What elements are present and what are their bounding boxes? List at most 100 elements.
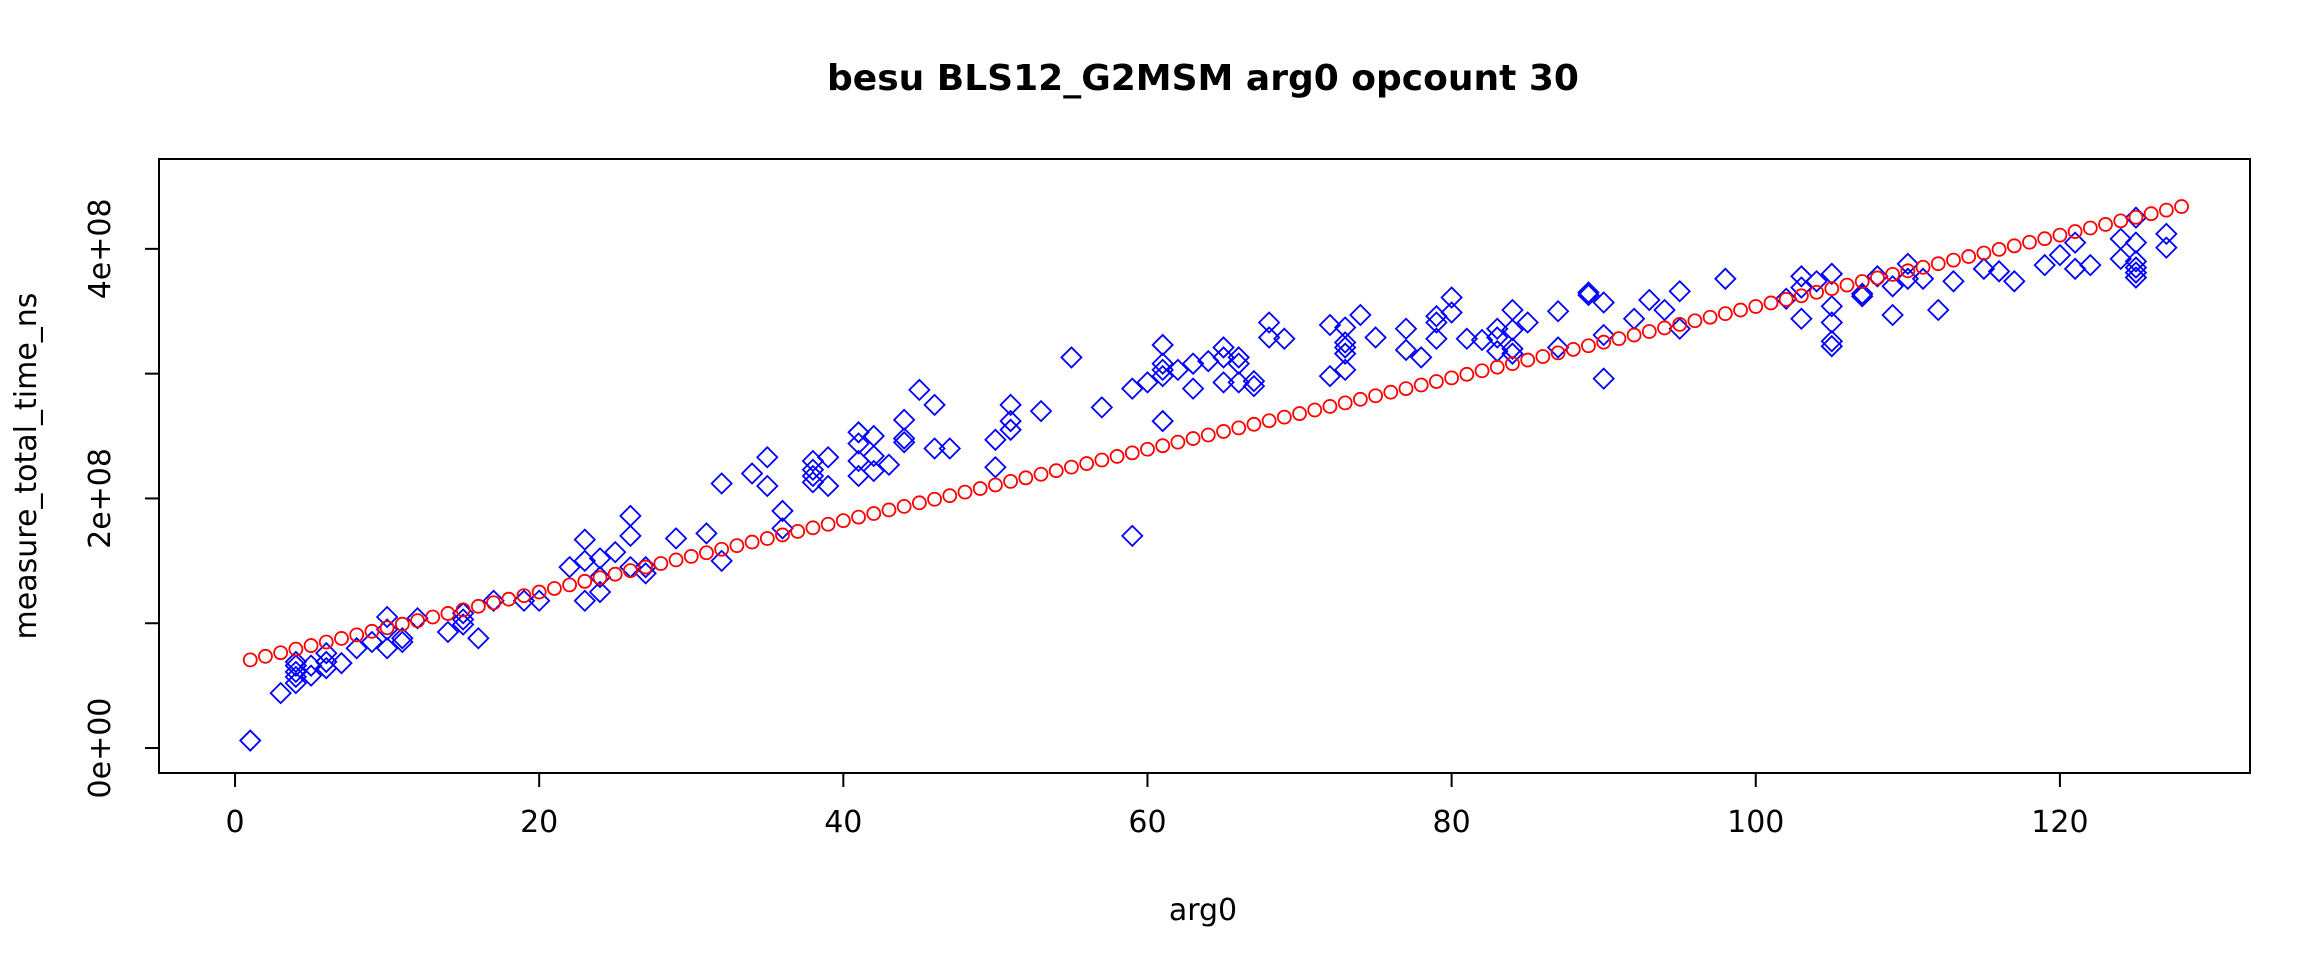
- fitted-point: [562, 577, 577, 593]
- fitted-point: [1033, 466, 1049, 482]
- x-tick-label: 120: [2031, 805, 2088, 840]
- observed-point: [1866, 265, 1889, 288]
- observed-point: [1212, 336, 1235, 359]
- fitted-point: [1520, 352, 1536, 368]
- observed-point: [801, 458, 825, 482]
- fitted-point: [942, 488, 958, 504]
- fitted-point: [2098, 217, 2113, 232]
- fitted-point: [501, 591, 517, 607]
- x-axis: 0 20 40 60 80 100 120: [225, 772, 2089, 840]
- observed-point: [527, 589, 551, 613]
- observed-point: [2033, 253, 2056, 277]
- observed-point: [2124, 231, 2148, 254]
- observed-point: [984, 455, 1007, 479]
- observed-point: [360, 630, 384, 654]
- observed-point: [908, 378, 931, 402]
- fitted-point: [334, 631, 349, 646]
- observed-point: [1333, 336, 1357, 359]
- observed-point: [451, 613, 475, 636]
- fitted-point: [318, 634, 334, 650]
- fitted-point: [683, 548, 699, 564]
- fitted-point: [1717, 306, 1733, 322]
- fitted-point: [1657, 320, 1672, 336]
- observed-point: [1181, 377, 1205, 400]
- plot-frame: [158, 158, 2251, 774]
- observed-point: [1029, 399, 1053, 423]
- observed-point: [2063, 257, 2087, 281]
- fitted-point: [2113, 213, 2129, 229]
- fitted-point: [288, 641, 304, 657]
- observed-point: [1714, 267, 1737, 291]
- observed-point: [1790, 307, 1813, 331]
- observed-point: [1820, 262, 1844, 286]
- fitted-series: [242, 199, 2189, 668]
- observed-point: [1485, 326, 1509, 349]
- observed-point: [1926, 298, 1950, 322]
- observed-point: [1151, 409, 1174, 433]
- observed-point: [269, 681, 292, 705]
- fitted-point: [1702, 309, 1718, 325]
- fitted-point: [577, 573, 593, 589]
- observed-point: [1455, 327, 1479, 350]
- fitted-point: [2174, 199, 2189, 214]
- observed-point: [238, 729, 262, 752]
- observed-point: [299, 664, 323, 687]
- observed-point: [1546, 299, 1570, 323]
- fitted-point: [911, 495, 927, 511]
- fitted-point: [1322, 399, 1338, 414]
- fitted-point: [410, 613, 425, 628]
- fitted-point: [851, 509, 866, 525]
- observed-point: [467, 626, 490, 650]
- observed-point: [1485, 317, 1509, 340]
- y-tick-label: 0e+00: [83, 698, 118, 799]
- observed-point: [619, 524, 642, 548]
- observed-point: [999, 418, 1022, 442]
- fitted-point: [1398, 381, 1414, 397]
- observed-point: [771, 499, 794, 523]
- fitted-point: [775, 527, 790, 543]
- fitted-point: [714, 541, 730, 557]
- observed-point: [2124, 250, 2148, 273]
- observed-point: [1394, 317, 1418, 340]
- fitted-point: [1094, 452, 1110, 468]
- x-tick-label: 40: [824, 805, 862, 840]
- fitted-point: [1231, 420, 1247, 436]
- observed-point: [1425, 304, 1448, 328]
- observed-point: [1151, 352, 1174, 375]
- fitted-point: [470, 598, 486, 614]
- observed-point: [938, 437, 962, 460]
- observed-point: [1394, 338, 1418, 362]
- observed-point: [1668, 280, 1692, 303]
- fitted-point: [1535, 349, 1551, 364]
- observed-point: [1546, 336, 1570, 359]
- fitted-point: [729, 538, 745, 554]
- fitted-point: [1809, 284, 1824, 300]
- observed-point: [634, 555, 657, 579]
- observed-point: [1850, 282, 1874, 306]
- fitted-point: [1641, 324, 1657, 339]
- fitted-point: [394, 616, 410, 632]
- fitted-point: [1839, 277, 1855, 293]
- observed-point: [1242, 369, 1266, 393]
- fitted-point: [1429, 374, 1444, 389]
- observed-point: [2124, 261, 2148, 284]
- fitted-point: [1352, 391, 1368, 407]
- fitted-point: [638, 559, 654, 575]
- observed-point: [1425, 327, 1448, 350]
- observed-point: [740, 462, 764, 485]
- fitted-point: [2037, 231, 2053, 247]
- observed-point: [1638, 288, 1661, 312]
- fitted-point: [1976, 245, 1992, 261]
- observed-point: [801, 470, 825, 494]
- observed-point: [877, 453, 901, 477]
- fitted-point: [759, 531, 775, 546]
- fitted-point: [1444, 370, 1460, 386]
- fitted-point: [2082, 220, 2098, 236]
- fitted-point: [653, 556, 669, 571]
- observed-point: [1942, 270, 1965, 293]
- observed-point: [1790, 265, 1813, 288]
- observed-point: [862, 459, 886, 483]
- observed-point: [2124, 266, 2148, 289]
- observed-point: [1820, 329, 1844, 353]
- fitted-point: [881, 502, 897, 518]
